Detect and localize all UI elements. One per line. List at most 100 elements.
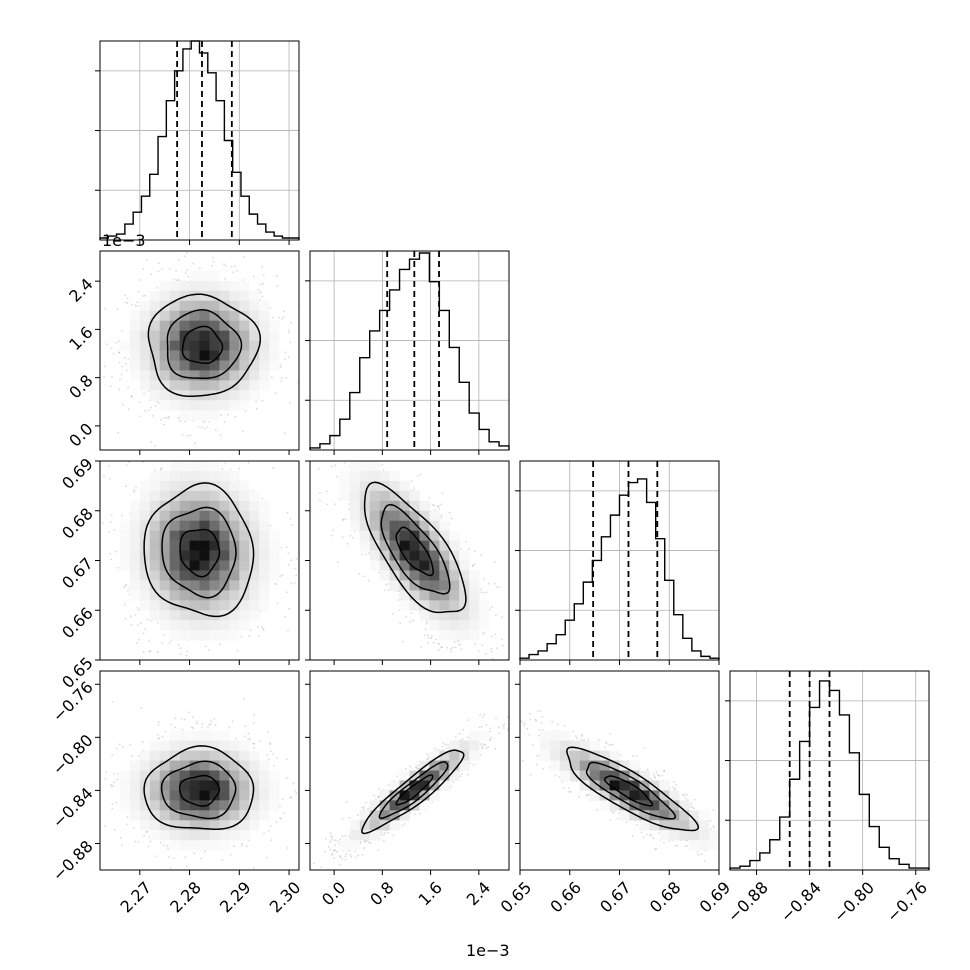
density-cell	[259, 310, 270, 321]
density-cell	[219, 340, 230, 351]
density-cell	[159, 480, 170, 492]
scatter-point	[180, 441, 182, 443]
density-cell	[219, 620, 230, 631]
density-cell	[239, 390, 250, 401]
scatter-point	[147, 618, 149, 621]
scatter-point	[265, 856, 268, 859]
density-cell	[159, 510, 170, 521]
density-cell	[199, 290, 210, 302]
scatter-point	[381, 463, 383, 466]
density-cell	[219, 490, 230, 502]
scatter-point	[480, 554, 482, 556]
density-cell	[409, 600, 420, 611]
scatter-point	[255, 407, 258, 410]
scatter-point	[122, 403, 124, 406]
density-cell	[119, 560, 131, 571]
density-cell	[149, 580, 160, 591]
scatter-point	[401, 640, 404, 643]
scatter-point	[515, 626, 517, 628]
scatter-point	[272, 467, 275, 470]
scatter-point	[149, 650, 152, 652]
density-cell	[209, 580, 220, 591]
density-cell	[209, 300, 220, 311]
scatter-point	[290, 321, 292, 324]
density-cell	[209, 270, 220, 282]
scatter-point	[290, 582, 293, 585]
scatter-point	[117, 431, 120, 434]
scatter-point	[242, 430, 244, 432]
scatter-point	[317, 467, 320, 470]
density-cell	[409, 490, 420, 502]
density-cell	[359, 480, 370, 492]
density-cell	[359, 461, 370, 472]
scatter-point	[275, 583, 277, 585]
scatter-point	[433, 504, 436, 507]
density-cell	[209, 610, 220, 621]
scatter-point	[110, 558, 113, 561]
density-cell	[209, 510, 220, 521]
scatter-point	[480, 667, 482, 669]
scatter-point	[161, 736, 164, 738]
density-cell	[209, 490, 220, 502]
density-cell	[209, 410, 220, 421]
density-cell	[249, 600, 260, 611]
density-cell	[439, 550, 450, 561]
density-cell	[259, 520, 270, 531]
density-cell	[169, 310, 180, 321]
density-cell	[139, 540, 151, 551]
scatter-point	[126, 301, 129, 304]
scatter-point	[420, 646, 423, 648]
density-cell	[199, 600, 210, 611]
density-cell	[189, 570, 200, 581]
scatter-point	[490, 650, 493, 653]
density-cell	[249, 320, 260, 331]
scatter-point	[198, 267, 201, 270]
density-cell	[189, 470, 200, 482]
scatter-point	[289, 518, 292, 520]
scatter-point	[351, 536, 354, 539]
scatter-point	[229, 434, 231, 436]
scatter-point	[182, 442, 184, 444]
scatter-point	[501, 723, 503, 725]
scatter-point	[495, 614, 497, 617]
density-cell	[349, 470, 361, 482]
density-cell	[379, 540, 390, 551]
scatter-point	[437, 648, 440, 651]
scatter-point	[184, 272, 187, 275]
scatter-point	[262, 282, 265, 285]
contour-line	[363, 481, 467, 614]
density-cell	[409, 550, 420, 561]
density-cell	[199, 540, 210, 551]
scatter-point	[437, 505, 440, 508]
density-cell	[249, 290, 260, 302]
scatter-point	[498, 586, 500, 589]
scatter-point	[319, 499, 321, 502]
scatter-point	[224, 278, 226, 280]
density-cell	[149, 570, 160, 581]
scatter-point	[159, 468, 162, 470]
density-cell	[229, 560, 240, 571]
density-cell	[429, 590, 440, 601]
scatter-point	[147, 452, 149, 454]
density-cell	[169, 350, 180, 361]
density-cell	[239, 350, 250, 361]
density-cell	[399, 560, 410, 571]
histogram-panel-3	[725, 670, 930, 871]
density-cell	[179, 540, 190, 551]
density-cell	[239, 620, 250, 631]
density-cell	[219, 320, 230, 331]
scatter-point	[259, 299, 262, 302]
density-cell	[349, 500, 361, 512]
panel-content	[102, 434, 298, 657]
density-cell	[399, 580, 410, 591]
scatter-point	[160, 469, 162, 471]
density-cell	[199, 490, 210, 502]
scatter-point	[133, 490, 136, 493]
density-cell	[219, 310, 230, 321]
density-cell	[259, 370, 270, 381]
scatter-point	[212, 256, 215, 259]
scatter-point	[262, 274, 265, 277]
scatter-point	[486, 665, 488, 667]
scatter-point	[437, 505, 439, 507]
scatter-point	[377, 456, 379, 458]
